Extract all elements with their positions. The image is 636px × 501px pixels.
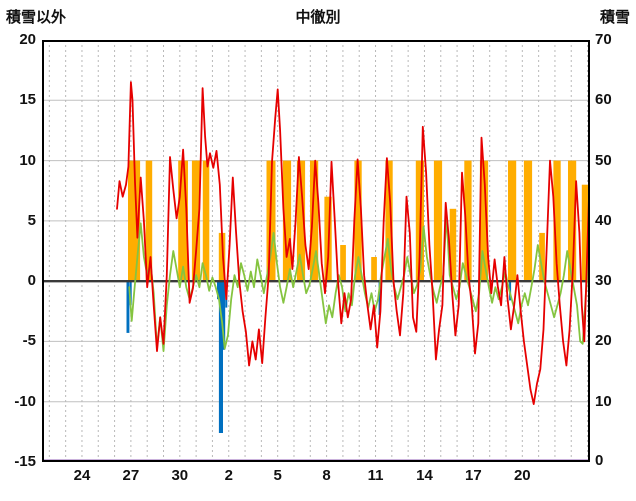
right-axis-tick-label: 50 (595, 151, 612, 169)
precipitation-bars-bar (222, 281, 226, 350)
left-axis-tick-label: 20 (19, 31, 36, 48)
sunshine-bars-bar (568, 160, 577, 282)
sunshine-bars-bar (553, 160, 561, 282)
sunshine-bars-bar (385, 160, 393, 282)
sunshine-bars-bar (178, 160, 188, 282)
left-axis-title: 積雪以外 (6, 9, 67, 26)
sunshine-bars-bar (128, 160, 141, 282)
precipitation-bars-bar (126, 281, 130, 333)
x-axis-tick-label: 17 (465, 467, 482, 484)
sunshine-bars-bar (539, 232, 545, 282)
right-axis-tick-label: 0 (595, 451, 604, 469)
x-axis-tick-label: 30 (171, 467, 189, 484)
precipitation-bars-bar (218, 281, 223, 433)
left-axis-tick-label: -10 (14, 392, 36, 410)
green-line (128, 213, 590, 353)
left-axis-tick-label: 15 (19, 91, 36, 109)
sunshine-bars-bar (581, 184, 589, 282)
left-axis-tick-label: -15 (14, 453, 36, 470)
sunshine-bars-bar (282, 160, 292, 282)
plot-border (42, 40, 590, 462)
right-axis-tick-label: 10 (595, 392, 612, 410)
x-axis-tick-label: 11 (367, 467, 384, 484)
plot-area (42, 40, 590, 462)
sunshine-bars-bar (310, 160, 319, 282)
x-axis-tick-label: 5 (273, 467, 282, 484)
sunshine-bars-bar (523, 160, 533, 282)
left-axis-tick-label: 0 (27, 272, 36, 290)
temperature-line (116, 81, 590, 406)
sunshine-bars-bar (371, 257, 377, 282)
sunshine-bars-bar (191, 160, 201, 282)
left-axis-tick-label: 5 (27, 211, 36, 229)
sunshine-bars-bar (464, 160, 472, 282)
x-axis-tick-label: 20 (513, 467, 531, 484)
sunshine-bars (128, 160, 589, 282)
right-axis-tick-label: 40 (595, 211, 612, 229)
precipitation-bars-bar (129, 281, 132, 306)
precipitation-bars-bar (217, 281, 219, 300)
x-axis-tick-label: 14 (416, 467, 433, 484)
right-axis-tick-label: 70 (595, 31, 612, 48)
sunshine-bars-bar (449, 208, 457, 282)
left-axis-tick-label: 10 (19, 151, 36, 169)
x-axis-tick-label: 24 (73, 467, 91, 484)
sunshine-bars-bar (433, 160, 443, 282)
chart-title: 中徹別 (295, 9, 341, 26)
precipitation-bars-bar (378, 281, 381, 315)
x-axis-tick-label: 27 (122, 467, 140, 484)
left-axis-tick-label: -5 (22, 332, 36, 350)
sunshine-bars-bar (340, 245, 346, 282)
right-axis-tick-label: 60 (595, 91, 612, 109)
sunshine-bars-bar (479, 160, 489, 282)
x-axis-tick-label: 2 (224, 467, 233, 484)
right-axis-tick-label: 20 (595, 332, 612, 350)
sunshine-bars-bar (296, 160, 306, 282)
x-axis-tick-label: 8 (322, 467, 331, 484)
sunshine-bars-bar (202, 160, 210, 282)
sunshine-bars-bar (354, 160, 362, 282)
sunshine-bars-bar (218, 232, 226, 282)
right-axis-tick-label: 30 (595, 272, 612, 290)
right-axis-title: 積雪 (599, 9, 630, 26)
sunshine-bars-bar (508, 160, 517, 282)
sunshine-bars-bar (145, 160, 153, 282)
